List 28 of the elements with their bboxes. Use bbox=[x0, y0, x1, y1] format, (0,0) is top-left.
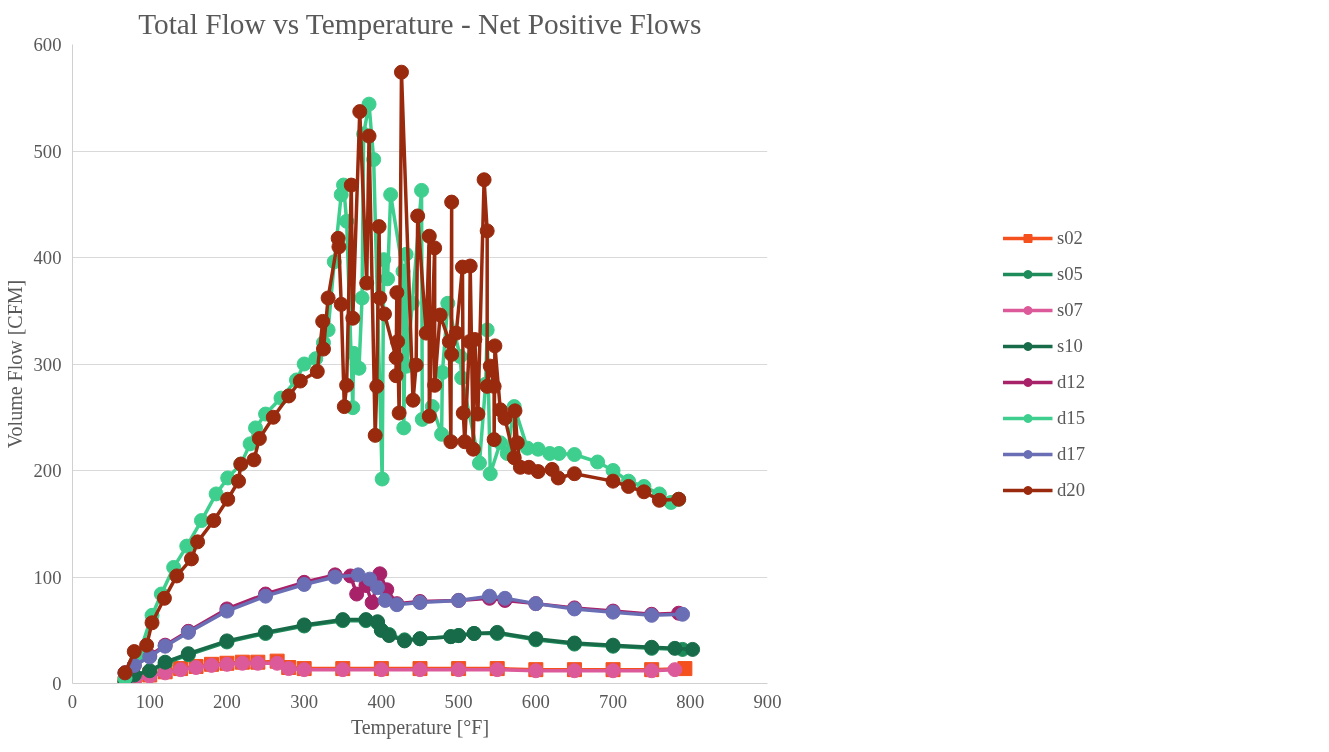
legend-label: s10 bbox=[1057, 334, 1083, 357]
y-tick-label: 0 bbox=[52, 673, 62, 694]
x-tick-label: 100 bbox=[135, 690, 164, 712]
legend-label: d20 bbox=[1057, 478, 1085, 501]
y-tick-label: 500 bbox=[33, 140, 62, 162]
x-tick-label: 600 bbox=[521, 690, 550, 712]
y-tick-label: 300 bbox=[33, 353, 62, 375]
x-tick-label: 500 bbox=[444, 690, 473, 712]
legend-label: d12 bbox=[1057, 370, 1085, 393]
legend-label: d17 bbox=[1057, 442, 1085, 465]
x-tick-label: 900 bbox=[753, 690, 782, 712]
x-tick-label: 200 bbox=[212, 690, 241, 712]
y-tick-label: 200 bbox=[33, 460, 62, 481]
legend-label: d15 bbox=[1057, 406, 1085, 429]
legend-label: s07 bbox=[1057, 298, 1083, 321]
x-tick-label: 400 bbox=[367, 690, 396, 712]
y-tick-label: 100 bbox=[33, 566, 62, 588]
x-tick-label: 800 bbox=[676, 690, 705, 712]
x-tick-label: 700 bbox=[599, 690, 628, 712]
y-tick-label: 600 bbox=[33, 34, 62, 55]
x-tick-label: 300 bbox=[290, 690, 319, 712]
legend-label: s02 bbox=[1057, 226, 1083, 249]
chart-title: Total Flow vs Temperature - Net Positive Flows bbox=[138, 7, 702, 40]
x-axis-title: Temperature [°F] bbox=[350, 715, 490, 739]
legend-label: s05 bbox=[1057, 262, 1083, 285]
y-tick-label: 400 bbox=[33, 247, 62, 268]
x-tick-label: 0 bbox=[67, 690, 78, 712]
y-axis-title: Volume Flow [CFM] bbox=[3, 279, 26, 449]
